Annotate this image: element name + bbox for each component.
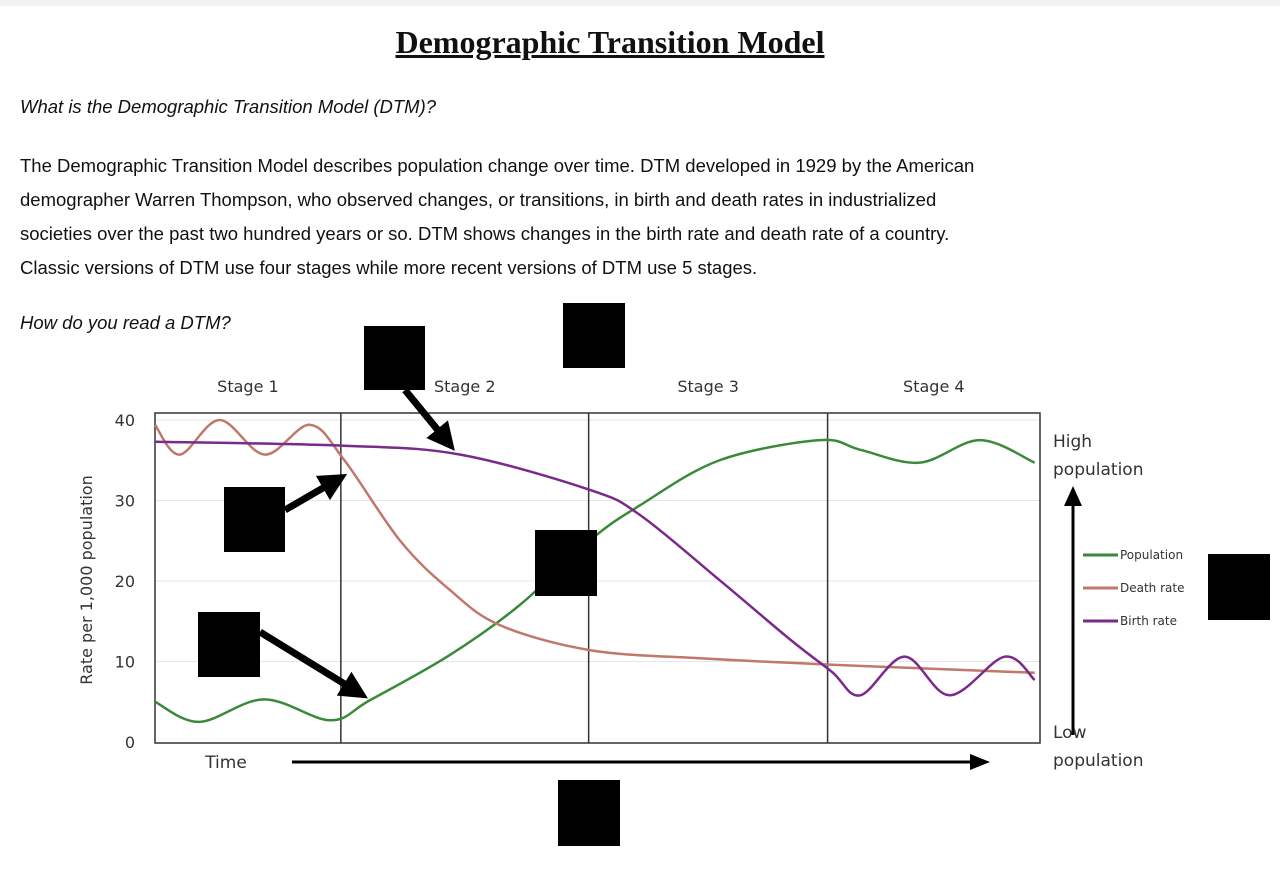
series-line-birth-rate <box>154 440 1036 697</box>
population-arrowhead <box>1064 486 1082 506</box>
paragraph-line: societies over the past two hundred year… <box>20 223 950 244</box>
stage-label: Stage 1 <box>217 377 279 396</box>
series-line-death-rate <box>153 418 1035 675</box>
question-heading-2: How do you read a DTM? <box>20 312 231 333</box>
pointer-arrow <box>258 629 368 699</box>
y-tick-label: 0 <box>125 733 135 752</box>
legend-label: Population <box>1120 548 1183 562</box>
redaction-box <box>558 780 620 846</box>
page-title: Demographic Transition Model <box>395 24 825 60</box>
top-bar <box>0 0 1280 6</box>
paragraph-line: demographer Warren Thompson, who observe… <box>20 189 937 210</box>
legend-label: Birth rate <box>1120 614 1177 628</box>
pointer-arrow <box>283 473 348 514</box>
redaction-box <box>563 303 625 368</box>
y-axis-label: Rate per 1,000 population <box>77 475 96 684</box>
redaction-box <box>1208 554 1270 620</box>
y-tick-label: 40 <box>115 411 135 430</box>
time-arrowhead <box>970 754 990 770</box>
intro-paragraph: The Demographic Transition Model describ… <box>20 149 1220 285</box>
x-axis-label: Time <box>204 753 247 773</box>
redaction-box <box>364 326 425 390</box>
y-tick-label: 10 <box>115 653 135 672</box>
low-population-label: Low population <box>1053 723 1143 771</box>
plot-frame <box>154 412 1041 744</box>
y-tick-label: 30 <box>115 492 135 511</box>
stage-label: Stage 3 <box>677 377 739 396</box>
legend-label: Death rate <box>1120 581 1184 595</box>
y-tick-label: 20 <box>115 572 135 591</box>
redaction-box <box>198 612 260 677</box>
stage-label: Stage 2 <box>434 377 496 396</box>
redaction-box <box>535 530 597 596</box>
high-population-label: High population <box>1053 432 1143 480</box>
stage-label: Stage 4 <box>903 377 965 396</box>
redaction-boxes <box>198 303 1270 846</box>
paragraph-line: The Demographic Transition Model describ… <box>20 155 975 176</box>
paragraph-line: Classic versions of DTM use four stages … <box>20 257 758 278</box>
question-heading: What is the Demographic Transition Model… <box>20 96 437 117</box>
pointer-arrow <box>402 387 455 451</box>
redaction-box <box>224 487 285 552</box>
